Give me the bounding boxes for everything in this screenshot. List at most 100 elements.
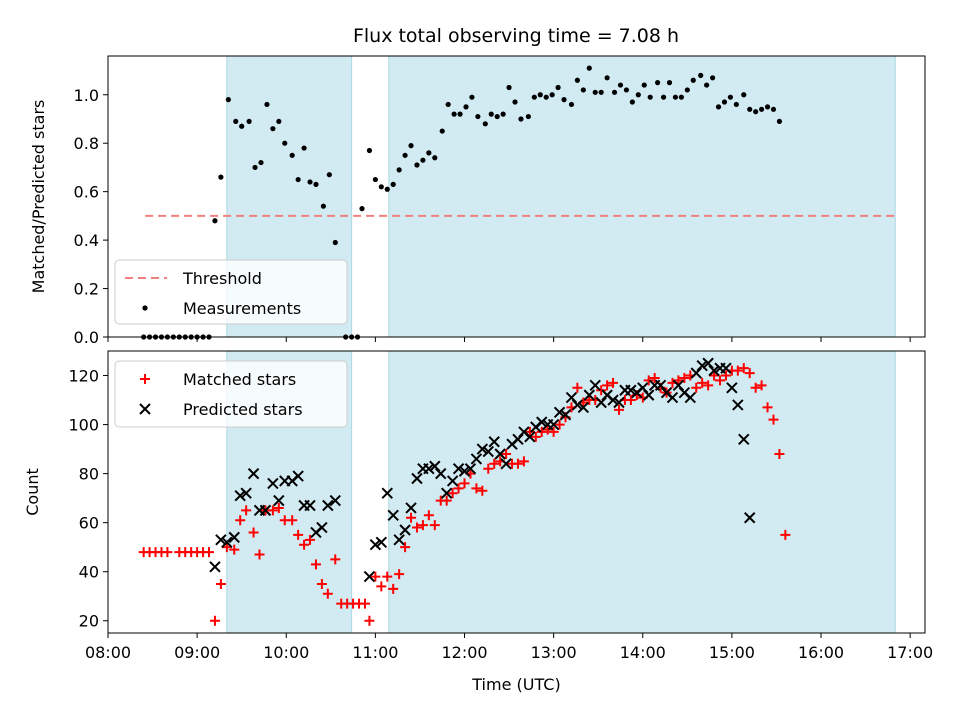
measurement-point — [432, 155, 438, 161]
legend-label: Matched stars — [183, 370, 296, 389]
predicted-point — [690, 367, 702, 379]
predicted-point — [452, 462, 465, 475]
matched-point — [370, 571, 381, 582]
matched-point — [608, 377, 619, 388]
predicted-point — [720, 362, 732, 374]
measurement-point — [332, 239, 338, 246]
y-tick-label: 40 — [79, 563, 99, 582]
y-tick-label: 80 — [79, 465, 99, 484]
matched-point — [376, 581, 387, 592]
predicted-point — [553, 406, 566, 419]
measurement-point — [660, 94, 667, 100]
matched-point — [310, 559, 321, 570]
predicted-point — [524, 431, 536, 443]
matched-point — [715, 375, 726, 386]
measurement-point — [698, 72, 704, 78]
measurement-point — [568, 101, 575, 108]
y-axis-label: Count — [23, 468, 42, 516]
predicted-point — [273, 494, 285, 507]
predicted-point — [583, 389, 595, 401]
predicted-point — [607, 394, 619, 406]
measurement-point — [684, 87, 690, 93]
measurement-point — [635, 92, 641, 98]
matched-point — [453, 483, 464, 494]
measurement-point — [741, 92, 747, 98]
matched-point — [673, 375, 684, 386]
measurement-point — [598, 89, 604, 95]
predicted-point — [613, 396, 625, 409]
predicted-point — [482, 445, 494, 458]
measurement-point — [678, 94, 684, 100]
measurement-point — [727, 94, 734, 100]
matched-point — [248, 527, 259, 538]
predicted-point — [464, 462, 477, 475]
measurement-point — [753, 109, 759, 115]
measurement-point — [469, 94, 475, 100]
legend-measurement-swatch — [142, 305, 148, 311]
predicted-point — [589, 379, 601, 392]
legend-label: Measurements — [183, 299, 301, 318]
measurement-point — [212, 218, 218, 224]
axes-frame — [107, 55, 926, 338]
x-tick-label: 16:00 — [798, 643, 844, 662]
chart-title: Flux total observing time = 7.08 h — [353, 25, 679, 47]
measurement-point — [289, 152, 295, 158]
matched-point — [477, 485, 488, 496]
top-panel: 0.0 0.2 0.4 0.6 0.8 1.0 Matched/Predicted star… — [29, 55, 926, 347]
measurement-point — [218, 174, 224, 180]
measurement-point — [264, 101, 270, 108]
predicted-point — [559, 409, 572, 421]
x-tick-label: 12:00 — [441, 643, 487, 662]
x-tick-label: 15:00 — [709, 643, 755, 662]
measurement-point — [270, 126, 276, 132]
predicted-point — [625, 384, 637, 396]
predicted-point — [547, 418, 560, 431]
measurement-point — [326, 172, 332, 178]
measurement-point — [666, 80, 673, 86]
matched-point — [750, 382, 761, 393]
legend: Matched stars Predicted stars — [114, 360, 348, 428]
predicted-point — [259, 504, 272, 517]
predicted-point — [446, 475, 459, 487]
matched-point — [709, 370, 720, 381]
matched-point — [316, 578, 327, 589]
x-tick-label: 08:00 — [85, 643, 131, 662]
predicted-point — [738, 433, 750, 445]
matched-point — [536, 426, 547, 437]
measurement-point — [246, 118, 252, 125]
measurement-point — [709, 75, 716, 81]
predicted-point — [571, 399, 584, 411]
predicted-point — [708, 364, 720, 377]
predicted-point — [322, 499, 334, 512]
legend-predicted-swatch — [139, 403, 151, 415]
predicted-point — [637, 382, 649, 394]
measurement-point — [672, 94, 679, 100]
matched-point — [299, 539, 310, 550]
predicted-point — [381, 487, 393, 499]
predicted-point — [476, 443, 489, 455]
y-tick-label: 0.4 — [74, 231, 99, 250]
matched-point — [720, 370, 731, 381]
matched-point — [209, 615, 220, 626]
matched-point — [382, 571, 393, 582]
matched-point — [518, 456, 529, 467]
measurement-point — [396, 167, 402, 173]
matched-point — [512, 458, 523, 469]
matched-point — [364, 615, 375, 626]
shaded-region — [388, 55, 896, 338]
measurement-point — [451, 111, 457, 117]
measurement-point — [715, 104, 722, 110]
predicted-point — [247, 467, 260, 480]
measurement-point — [518, 116, 524, 122]
measurement-point — [359, 206, 365, 212]
matched-point — [417, 520, 428, 531]
measurement-point — [561, 97, 567, 103]
predicted-point — [423, 462, 435, 475]
predicted-point — [363, 570, 376, 583]
matched-point — [489, 458, 500, 469]
predicted-point — [500, 458, 512, 470]
predicted-point — [672, 379, 685, 392]
measurement-point — [500, 111, 506, 117]
legend-label: Predicted stars — [183, 400, 303, 419]
measurement-point — [295, 176, 301, 183]
